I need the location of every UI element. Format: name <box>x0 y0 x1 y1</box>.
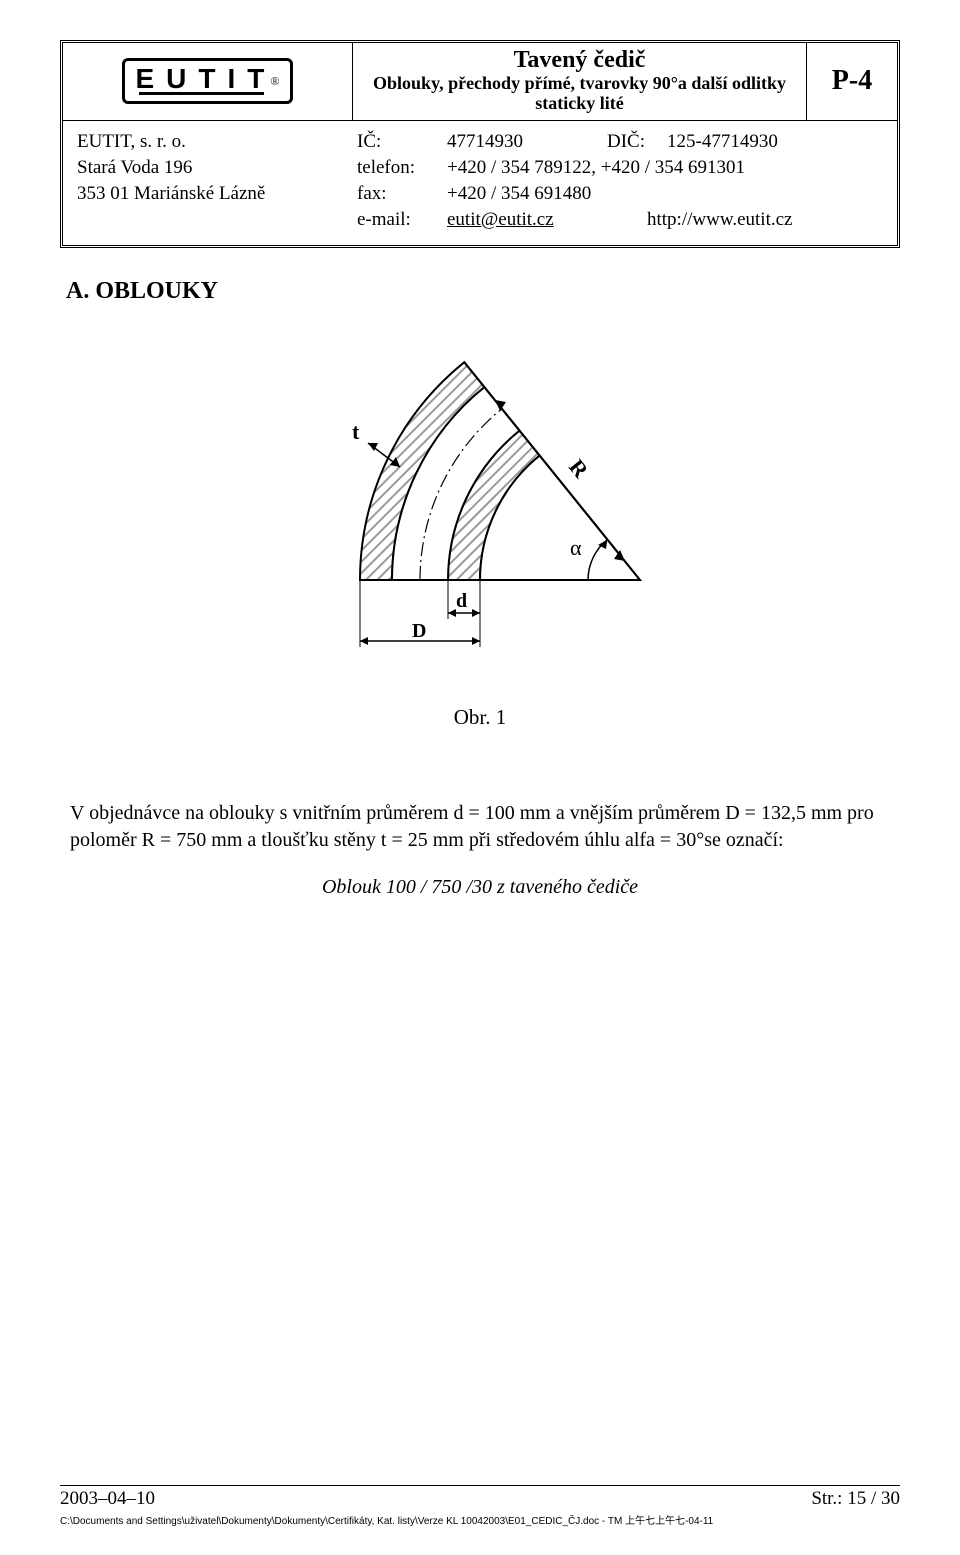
email-link[interactable]: eutit@eutit.cz <box>447 209 554 230</box>
doc-title: Tavený čedič <box>359 47 800 74</box>
ic-value: 47714930 <box>447 131 607 153</box>
footer-bar: 2003–04–10 Str.: 15 / 30 <box>60 1485 900 1510</box>
figure: t R α d D <box>60 335 900 655</box>
info-row-4: e-mail: eutit@eutit.cz http://www.eutit.… <box>77 209 883 231</box>
title-cell: Tavený čedič Oblouky, přechody přímé, tv… <box>353 43 807 120</box>
section-heading: A. OBLOUKY <box>66 278 900 305</box>
company-info: EUTIT, s. r. o. IČ: 47714930 DIČ: 125-47… <box>63 121 897 245</box>
header-top-row: EUTIT ® Tavený čedič Oblouky, přechody p… <box>63 43 897 121</box>
footer: 2003–04–10 Str.: 15 / 30 C:\Documents an… <box>60 1485 900 1527</box>
dic-label: DIČ: <box>607 131 667 153</box>
company-addr1: Stará Voda 196 <box>77 157 357 179</box>
blank <box>77 209 357 231</box>
label-R: R <box>564 454 594 483</box>
footer-date: 2003–04–10 <box>60 1488 155 1510</box>
header-frame: EUTIT ® Tavený čedič Oblouky, přechody p… <box>60 40 900 248</box>
logo-box: EUTIT ® <box>122 58 292 104</box>
logo-underline <box>139 92 263 95</box>
info-row-3: 353 01 Mariánské Lázně fax: +420 / 354 6… <box>77 183 883 205</box>
company-addr2: 353 01 Mariánské Lázně <box>77 183 357 205</box>
order-example: Oblouk 100 / 750 /30 z taveného čediče <box>60 876 900 899</box>
page: EUTIT ® Tavený čedič Oblouky, přechody p… <box>0 0 960 1555</box>
email-label: e-mail: <box>357 209 447 231</box>
info-row-2: Stará Voda 196 telefon: +420 / 354 78912… <box>77 157 883 179</box>
fax-label: fax: <box>357 183 447 205</box>
company-name: EUTIT, s. r. o. <box>77 131 357 153</box>
fax-value: +420 / 354 691480 <box>447 183 883 205</box>
web-value: http://www.eutit.cz <box>647 209 792 231</box>
page-code: P-4 <box>807 43 897 120</box>
tel-value: +420 / 354 789122, +420 / 354 691301 <box>447 157 883 179</box>
dic-value: 125-47714930 <box>667 131 778 153</box>
elbow-diagram: t R α d D <box>270 335 690 655</box>
order-paragraph: V objednávce na oblouky s vnitřním průmě… <box>70 800 890 854</box>
D-arrow-l <box>360 637 368 645</box>
label-alpha: α <box>570 535 582 560</box>
ic-label: IČ: <box>357 131 447 153</box>
doc-subtitle: Oblouky, přechody přímé, tvarovky 90°a d… <box>359 74 800 114</box>
logo-reg: ® <box>270 74 279 89</box>
label-d: d <box>456 590 467 612</box>
logo-cell: EUTIT ® <box>63 43 353 120</box>
label-D: D <box>412 620 426 642</box>
d-arrow-l <box>448 609 456 617</box>
figure-caption: Obr. 1 <box>60 705 900 730</box>
email-value: eutit@eutit.cz <box>447 209 647 231</box>
footer-page: Str.: 15 / 30 <box>811 1488 900 1510</box>
tel-label: telefon: <box>357 157 447 179</box>
label-t: t <box>352 419 360 444</box>
D-arrow-r <box>472 637 480 645</box>
footer-path: C:\Documents and Settings\uživatel\Dokum… <box>60 1512 900 1527</box>
d-arrow-r <box>472 609 480 617</box>
info-row-1: EUTIT, s. r. o. IČ: 47714930 DIČ: 125-47… <box>77 131 883 153</box>
